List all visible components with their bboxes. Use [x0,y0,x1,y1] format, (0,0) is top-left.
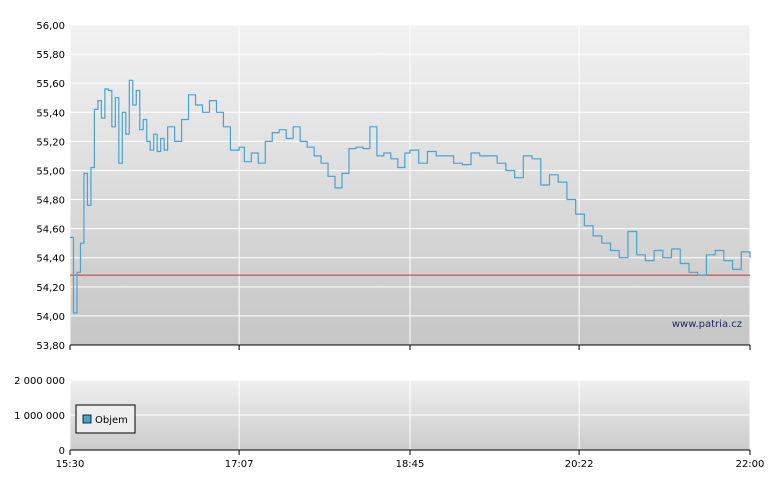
volume-grid [69,379,751,450]
price-y-tick-label: 56,00 [36,21,65,32]
volume-y-tick-label: 2 000 000 [14,376,65,387]
volume-y-ticks: 2 000 000 1 000 000 0 [14,376,65,457]
time-x-tick-label: 15:30 [56,459,85,470]
volume-y-tick-label: 1 000 000 [14,411,65,422]
price-y-tick-label: 54,20 [36,283,65,294]
legend-label: Objem [95,415,128,426]
price-y-tick-label: 55,20 [36,137,65,148]
price-grid [69,24,751,346]
price-y-tick-label: 55,00 [36,166,65,177]
watermark: www.patria.cz [672,319,742,330]
price-y-tick-label: 55,40 [36,108,65,119]
price-y-tick-label: 54,40 [36,254,65,265]
time-x-ticks: 15:30 17:07 18:45 20:22 22:00 [56,450,765,470]
time-x-tick-label: 18:45 [396,459,425,470]
volume-legend: Objem [75,404,136,434]
price-y-ticks: 56,00 55,80 55,60 55,40 55,20 55,00 54,80 54,60… [36,21,65,352]
price-x-ticks [69,345,751,350]
legend-swatch [82,414,92,424]
time-x-tick-label: 17:07 [225,459,254,470]
time-x-tick-label: 20:22 [565,459,594,470]
time-x-tick-label: 22:00 [736,459,765,470]
price-y-tick-label: 53,80 [36,341,65,352]
price-y-tick-label: 54,00 [36,312,65,323]
price-y-tick-label: 55,80 [36,50,65,61]
price-y-tick-label: 54,60 [36,225,65,236]
price-y-tick-label: 54,80 [36,196,65,207]
volume-y-tick-label: 0 [59,446,65,457]
price-y-tick-label: 55,60 [36,79,65,90]
price-series-line [70,79,751,314]
